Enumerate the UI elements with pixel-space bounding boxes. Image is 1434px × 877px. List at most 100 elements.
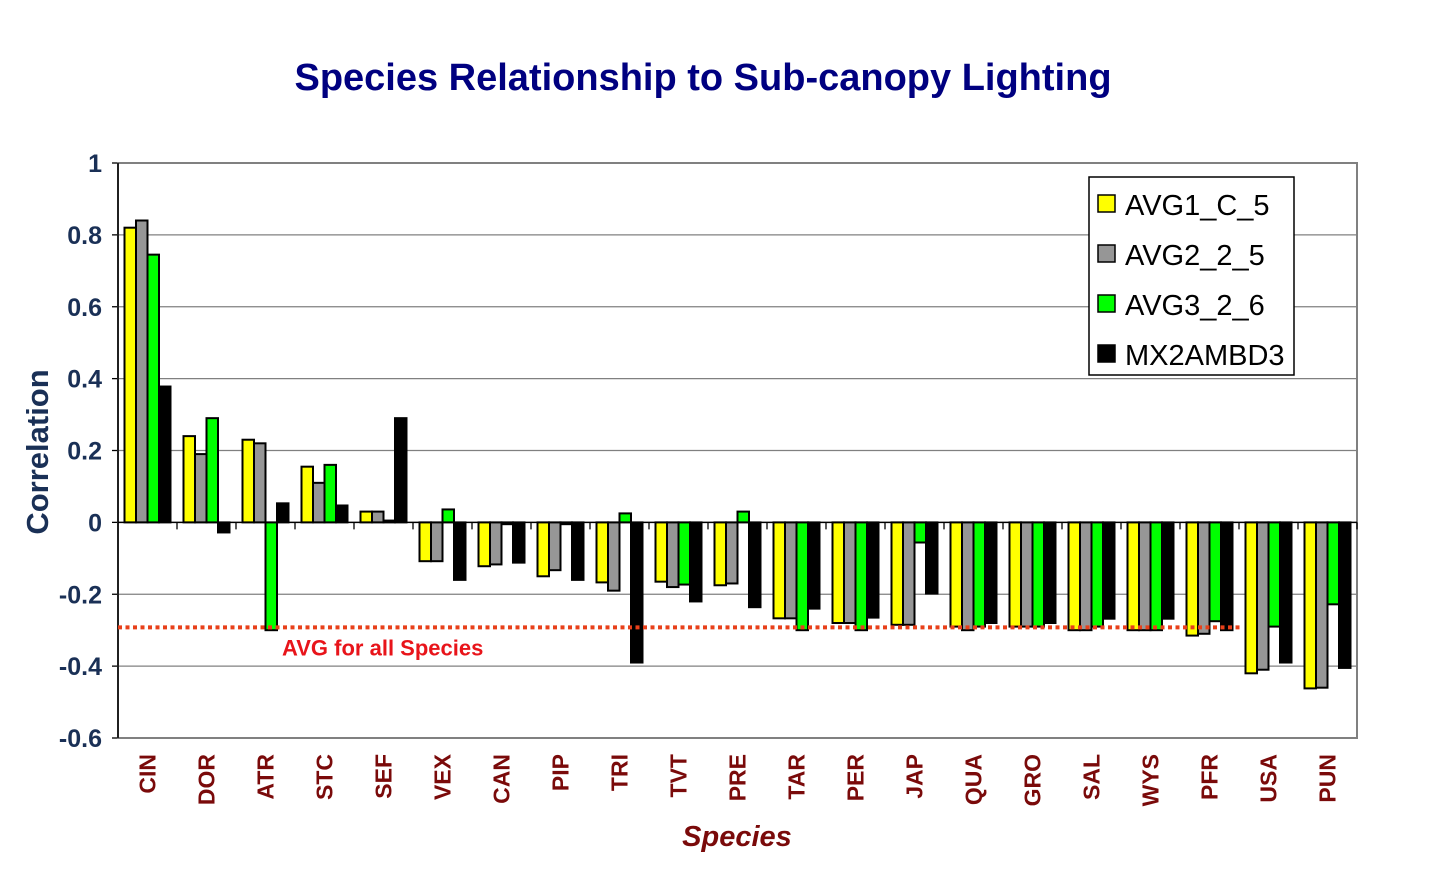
bar-avg1_c_5-tvt bbox=[654, 521, 668, 583]
x-tick-label: GRO bbox=[1020, 754, 1046, 806]
bar-avg1_c_5-pun bbox=[1303, 521, 1317, 690]
bar-avg1_c_5-pip bbox=[536, 521, 550, 578]
bar-avg1_c_5-can bbox=[477, 521, 491, 568]
legend-label: AVG1_C_5 bbox=[1125, 190, 1270, 222]
bar-mx2ambd3-sef bbox=[394, 417, 408, 524]
bar-avg1_c_5-qua bbox=[949, 521, 963, 628]
bar-avg2_2_5-tri bbox=[607, 521, 621, 592]
x-tick-label: PIP bbox=[548, 754, 574, 791]
bar-avg3_2_6-gro bbox=[1031, 521, 1045, 628]
x-tick-label: PER bbox=[843, 754, 869, 802]
x-tick-label: TRI bbox=[607, 754, 633, 791]
bar-mx2ambd3-wys bbox=[1161, 521, 1175, 620]
bar-avg1_c_5-wys bbox=[1126, 521, 1140, 632]
bar-mx2ambd3-vex bbox=[453, 521, 467, 581]
plot-area: 1 0.8 0.6 0.4 0.2 0 -0.2 -0.4 -0.6 CIN DOR ATR STC SE… bbox=[59, 150, 1358, 806]
bar-mx2ambd3-atr bbox=[276, 502, 290, 524]
x-tick-label: USA bbox=[1256, 754, 1282, 803]
bar-avg1_c_5-tar bbox=[772, 521, 786, 620]
bar-mx2ambd3-cin bbox=[158, 385, 172, 524]
bar-mx2ambd3-tri bbox=[630, 521, 644, 664]
chart-title: Species Relationship to Sub-canopy Light… bbox=[294, 57, 1111, 99]
bar-avg3_2_6-stc bbox=[323, 463, 337, 524]
bar-avg1_c_5-dor bbox=[182, 435, 196, 524]
bar-avg1_c_5-sef bbox=[359, 510, 373, 524]
bar-avg3_2_6-pre bbox=[736, 510, 750, 524]
bar-avg2_2_5-pip bbox=[548, 521, 562, 572]
bar-avg2_2_5-stc bbox=[312, 481, 326, 524]
bar-avg2_2_5-dor bbox=[194, 453, 208, 524]
bar-mx2ambd3-can bbox=[512, 521, 526, 564]
bar-mx2ambd3-tvt bbox=[689, 521, 703, 603]
bar-avg2_2_5-per bbox=[843, 521, 857, 624]
x-tick-label: TVT bbox=[666, 754, 692, 797]
bar-mx2ambd3-pre bbox=[748, 521, 762, 609]
bar-avg2_2_5-pfr bbox=[1197, 521, 1211, 635]
bar-avg2_2_5-wys bbox=[1138, 521, 1152, 632]
bar-avg2_2_5-can bbox=[489, 521, 503, 566]
legend: AVG1_C_5 AVG2_2_5 AVG3_2_6 MX2AMBD3 bbox=[1088, 176, 1295, 376]
x-tick-label: TAR bbox=[784, 754, 810, 800]
bar-avg2_2_5-gro bbox=[1020, 521, 1034, 628]
bar-avg2_2_5-cin bbox=[135, 219, 149, 524]
bar-avg3_2_6-cin bbox=[146, 253, 160, 524]
bar-mx2ambd3-gro bbox=[1043, 521, 1057, 624]
bar-avg2_2_5-jap bbox=[902, 521, 916, 626]
x-tick-label: STC bbox=[312, 754, 338, 800]
average-reference-label: AVG for all Species bbox=[282, 635, 483, 660]
x-tick-label: VEX bbox=[430, 753, 456, 800]
bar-avg3_2_6-pfr bbox=[1208, 521, 1222, 623]
bar-avg2_2_5-tar bbox=[784, 521, 798, 620]
x-tick-label: PRE bbox=[725, 754, 751, 801]
bar-avg3_2_6-tri bbox=[618, 512, 632, 524]
bar-avg1_c_5-jap bbox=[890, 521, 904, 626]
bar-avg2_2_5-sef bbox=[371, 510, 385, 524]
legend-swatch-avg3_2_6 bbox=[1097, 294, 1116, 313]
bar-avg1_c_5-per bbox=[831, 521, 845, 624]
bar-avg2_2_5-usa bbox=[1256, 521, 1270, 671]
bar-avg3_2_6-vex bbox=[441, 508, 455, 524]
x-tick-label: WYS bbox=[1138, 754, 1164, 806]
bar-avg3_2_6-qua bbox=[972, 521, 986, 628]
y-tick-label: 1 bbox=[88, 150, 102, 178]
bar-avg1_c_5-pfr bbox=[1185, 521, 1199, 637]
bar-avg2_2_5-pre bbox=[725, 521, 739, 585]
y-tick-label: 0.4 bbox=[67, 366, 102, 394]
bar-mx2ambd3-pip bbox=[571, 521, 585, 581]
x-tick-label: PUN bbox=[1315, 754, 1341, 803]
bar-avg1_c_5-stc bbox=[300, 465, 314, 524]
bar-avg3_2_6-pun bbox=[1326, 521, 1340, 606]
legend-label: AVG3_2_6 bbox=[1125, 290, 1265, 322]
bar-avg1_c_5-cin bbox=[123, 226, 137, 524]
y-tick-label: 0.2 bbox=[67, 438, 102, 466]
bar-avg2_2_5-pun bbox=[1315, 521, 1329, 689]
legend-swatch-avg2_2_5 bbox=[1097, 244, 1116, 263]
legend-swatch-mx2ambd3 bbox=[1097, 344, 1116, 363]
bar-mx2ambd3-per bbox=[866, 521, 880, 619]
bar-avg2_2_5-sal bbox=[1079, 521, 1093, 632]
x-tick-label: ATR bbox=[253, 754, 279, 800]
legend-label: MX2AMBD3 bbox=[1125, 340, 1285, 372]
bar-avg1_c_5-usa bbox=[1244, 521, 1258, 675]
y-tick-label: 0 bbox=[88, 509, 102, 537]
bar-avg3_2_6-tvt bbox=[677, 521, 691, 586]
bar-avg2_2_5-atr bbox=[253, 442, 267, 524]
bar-avg3_2_6-sal bbox=[1090, 521, 1104, 628]
bar-avg3_2_6-per bbox=[854, 521, 868, 632]
x-tick-label: CAN bbox=[489, 754, 515, 804]
bar-avg3_2_6-dor bbox=[205, 417, 219, 524]
legend-swatch-avg1_c_5 bbox=[1097, 194, 1116, 213]
y-tick-label: 0.6 bbox=[67, 294, 102, 322]
x-tick-label: DOR bbox=[194, 754, 220, 806]
bar-avg1_c_5-tri bbox=[595, 521, 609, 584]
y-axis-label: Correlation bbox=[20, 369, 55, 534]
bar-mx2ambd3-pun bbox=[1338, 521, 1352, 669]
bar-avg3_2_6-atr bbox=[264, 521, 278, 632]
bar-avg1_c_5-sal bbox=[1067, 521, 1081, 632]
x-tick-label: CIN bbox=[135, 754, 161, 794]
bar-avg2_2_5-vex bbox=[430, 521, 444, 563]
x-axis-label: Species bbox=[682, 821, 792, 853]
y-tick-label: -0.2 bbox=[59, 581, 102, 609]
x-tick-label: SEF bbox=[371, 754, 397, 799]
